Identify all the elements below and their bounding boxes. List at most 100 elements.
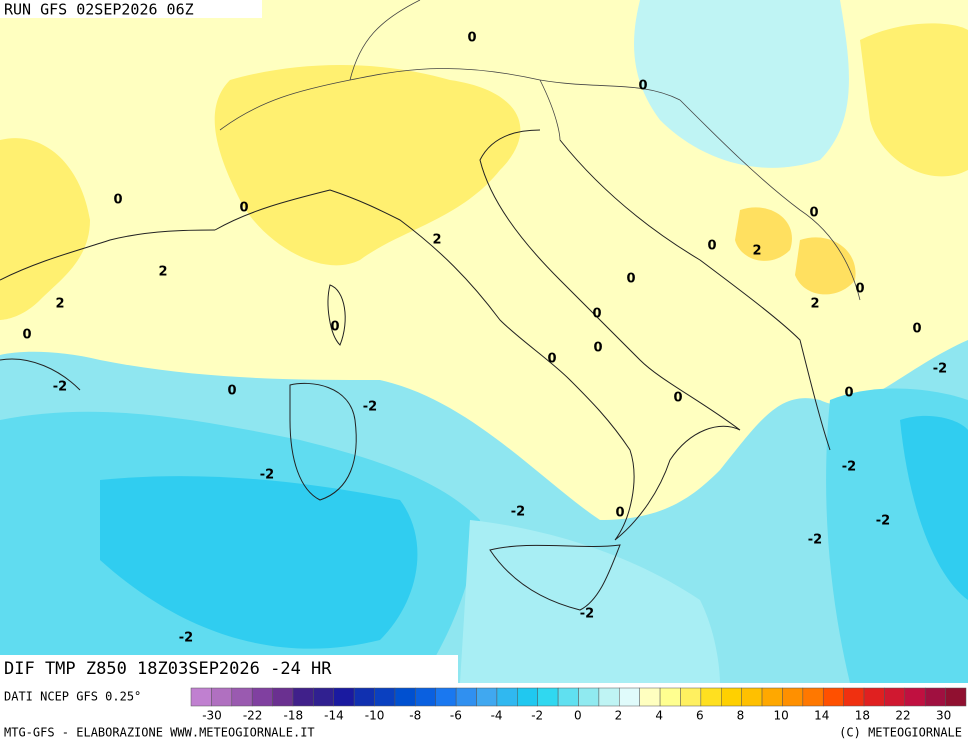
colorbar-cell [741,687,763,707]
run-label: RUN GFS 02SEP2026 06Z [4,1,194,19]
contour-label: 2 [158,265,167,280]
colorbar-tick-label: -18 [283,709,303,723]
colorbar-cell [659,687,681,707]
run-box [0,0,262,18]
map-background [0,0,968,683]
colorbar: -30 -22 -18 -14 -10 -8 -6 -4 -2 0 2 4 6 8 10 14 18 22 30 [190,687,967,723]
colorbar-cell [822,687,844,707]
colorbar-cell [863,687,885,707]
colorbar-tick-label: 2 [615,709,623,723]
colorbar-cell [578,687,600,707]
colorbar-cell [680,687,702,707]
contour-label: 0 [912,322,921,337]
colorbar-cell [292,687,314,707]
contour-label: 0 [626,272,635,287]
contour-label: 0 [227,384,236,399]
colorbar-cell [904,687,926,707]
colorbar-cell [884,687,906,707]
colorbar-tick-label: 14 [814,709,829,723]
contour-label: 0 [638,79,647,94]
contour-labels: 0 0 0 0 0 2 0 2 2 0 0 2 2 0 0 0 0 0 0 -2 -2 0 0 0 -2 -2 -2 -2 0 -2 -2 -… [22,31,947,646]
colorbar-cell [211,687,233,707]
colorbar-cell [374,687,396,707]
colorbar-cell [190,687,212,707]
contour-label: 0 [593,341,602,356]
colorbar-cell [251,687,273,707]
colorbar-tick-label: -4 [491,709,503,723]
colorbar-cell [455,687,477,707]
colorbar-tick-label: 4 [655,709,663,723]
contour-label: 0 [844,386,853,401]
colorbar-cell [353,687,375,707]
colorbar-cell [557,687,579,707]
coastlines [0,129,831,611]
colorbar-cell [394,687,416,707]
colorbar-tick-label: 18 [855,709,870,723]
contour-label: 2 [810,297,819,312]
contour-label: -2 [53,380,67,395]
colorbar-cell [721,687,742,707]
contour-label: -2 [808,533,822,548]
colorbar-cell [945,687,967,707]
colorbar-cell [272,687,294,707]
colorbar-tick-label: 6 [696,709,704,723]
colorbar-tick-label: -30 [202,709,222,723]
contour-label: 0 [707,239,716,254]
contour-label: 0 [330,320,339,335]
footer-left: MTG-GFS - ELABORAZIONE WWW.METEOGIORNALE… [4,726,315,740]
colorbar-tick-label: 0 [574,709,582,723]
colorbar-tick-label: -14 [324,709,344,723]
colorbar-cell [782,687,804,707]
colorbar-tick-label: 8 [737,709,745,723]
colorbar-cell [619,687,640,707]
contour-label: -2 [876,514,890,529]
colorbar-cell [517,687,538,707]
colorbar-cell [333,687,355,707]
colorbar-cell [313,687,335,707]
contour-label: 0 [673,391,682,406]
colorbar-cell [700,687,722,707]
colorbar-cell [924,687,946,707]
contour-label: 2 [55,297,64,312]
contour-label: 2 [752,244,761,259]
data-source: DATI NCEP GFS 0.25° [4,690,141,704]
colorbar-cell [435,687,457,707]
borders [219,0,861,301]
colorbar-tick-label: -2 [531,709,543,723]
contour-label: 0 [547,352,556,367]
colorbar-cell [496,687,518,707]
colorbar-cell [415,687,436,707]
contour-label: 2 [432,233,441,248]
contour-label: -2 [260,468,274,483]
footer-right: (C) METEOGIORNALE [839,726,962,740]
contour-label: 0 [467,31,476,46]
colorbar-cell [639,687,661,707]
contour-label: 0 [113,193,122,208]
contour-label: 0 [239,201,248,216]
colorbar-cell [843,687,865,707]
colorbar-cell [761,687,783,707]
colorbar-tick-label: -8 [409,709,421,723]
colorbar-tick-label: -22 [243,709,263,723]
colorbar-cell [476,687,498,707]
colorbar-tick-label: 30 [936,709,951,723]
contour-label: 0 [615,506,624,521]
contour-label: 0 [22,328,31,343]
contour-label: -2 [179,631,193,646]
colorbar-cell [802,687,824,707]
product-title: DIF TMP Z850 18Z03SEP2026 -24 HR [4,659,332,679]
contour-label: 0 [592,307,601,322]
colorbar-cell [231,687,253,707]
contour-label: -2 [933,362,947,377]
colorbar-tick-label: -10 [365,709,385,723]
colorbar-cell [537,687,559,707]
contour-label: 0 [855,282,864,297]
contour-label: -2 [363,400,377,415]
colorbar-tick-label: -6 [450,709,462,723]
contour-label: -2 [511,505,525,520]
contour-label: 0 [809,206,818,221]
colorbar-tick-label: 22 [895,709,910,723]
colorbar-cell [598,687,620,707]
